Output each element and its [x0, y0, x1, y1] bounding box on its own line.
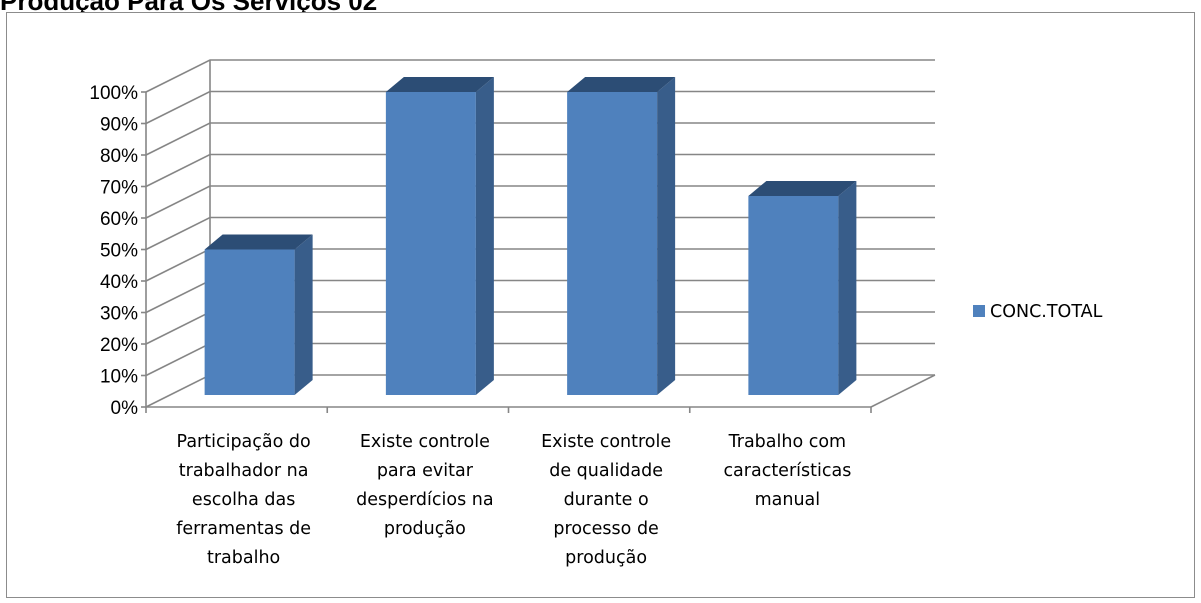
x-category-label: Trabalho com características manual: [723, 432, 851, 510]
bar-front: [385, 92, 476, 395]
x-category-line: de qualidade: [549, 461, 663, 481]
bar-front: [567, 92, 658, 395]
x-category-line: Trabalho com: [728, 432, 846, 452]
floor-right-edge: [870, 374, 936, 408]
bar-front: [748, 195, 839, 395]
bar-top: [385, 77, 494, 92]
x-category-line: produção: [384, 519, 466, 539]
y-tick-label: 30%: [100, 304, 138, 325]
chart-frame: 0% 10% 20% 30% 40% 50% 60% 70% 80% 90% 100% Partici…: [6, 12, 1195, 598]
x-category-label: Participação do trabalhador na escolha das…: [176, 432, 311, 568]
chart-plot: 0% 10% 20% 30% 40% 50% 60% 70% 80% 90% 100% Partici…: [89, 59, 1103, 568]
gridline: [145, 122, 935, 156]
x-category-label: Existe controle para evitar desperdícios n…: [356, 432, 493, 539]
x-category-line: trabalho: [207, 548, 280, 568]
x-category-line: características: [723, 461, 851, 481]
bar-side: [294, 234, 313, 395]
page-title: Produção Para Os Serviços 02: [0, 0, 378, 16]
bar-front: [204, 249, 295, 395]
bar-top: [204, 234, 313, 250]
y-tick-label: 10%: [100, 367, 138, 388]
legend-label: CONC.TOTAL: [990, 302, 1103, 322]
y-tick-label: 80%: [100, 146, 138, 167]
x-category-line: escolha das: [192, 490, 295, 510]
x-category-line: Existe controle: [360, 432, 490, 452]
x-category-line: Participação do: [177, 432, 311, 452]
bar-top: [567, 77, 676, 92]
bar-side: [657, 77, 676, 395]
x-category-line: produção: [565, 548, 647, 568]
x-category-line: para evitar: [377, 461, 474, 481]
x-category-line: ferramentas de: [176, 519, 311, 539]
gridline: [145, 59, 935, 93]
x-category-line: trabalhador na: [179, 461, 309, 481]
y-tick-label: 40%: [100, 272, 138, 293]
x-category-line: manual: [755, 490, 821, 510]
y-tick-label: 70%: [100, 178, 138, 199]
y-tick-label: 0%: [111, 398, 139, 419]
y-tick-label: 100%: [89, 83, 138, 104]
bar-side: [838, 180, 857, 395]
legend-swatch: [973, 305, 985, 317]
x-category-line: processo de: [553, 519, 658, 539]
x-category-line: Existe controle: [541, 432, 671, 452]
x-category-label: Existe controle de qualidade durante o proc…: [541, 432, 671, 568]
x-category-line: desperdícios na: [356, 490, 493, 510]
y-tick-label: 90%: [100, 115, 138, 136]
bar-top: [748, 180, 857, 196]
y-tick-label: 60%: [100, 209, 138, 230]
y-tick-label: 20%: [100, 335, 138, 356]
x-category-line: durante o: [564, 490, 649, 510]
y-tick-label: 50%: [100, 241, 138, 262]
gridline: [145, 90, 935, 125]
bar-side: [475, 77, 494, 395]
